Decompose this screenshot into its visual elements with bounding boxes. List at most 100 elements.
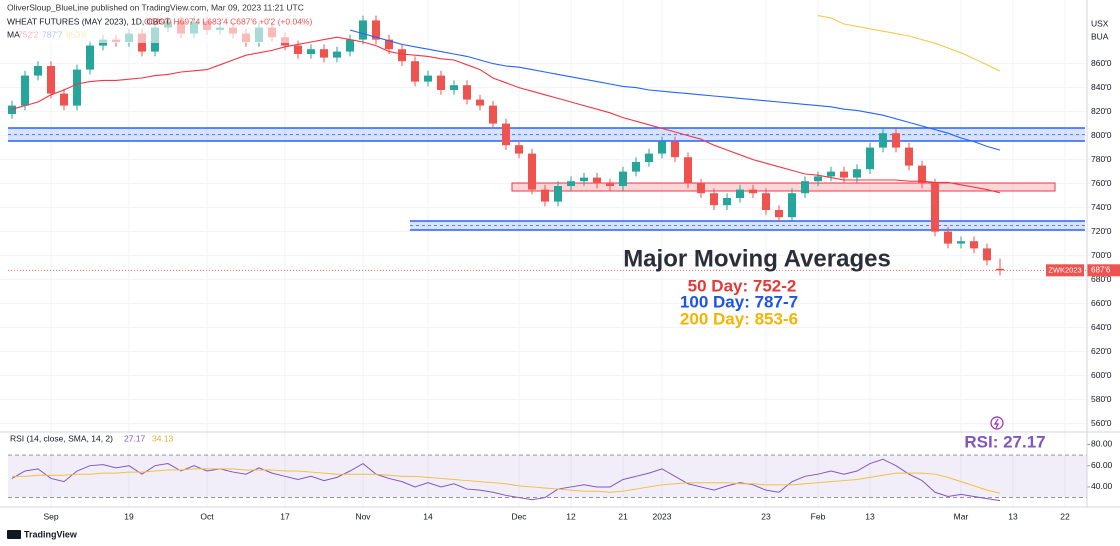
candle-body	[307, 49, 315, 54]
x-tick-label: 17	[280, 511, 290, 521]
candle-body	[8, 105, 16, 114]
candle-body	[320, 49, 328, 58]
candle-body	[359, 20, 367, 40]
y-tick-label: 740'0	[1091, 202, 1112, 212]
resistance-zone	[511, 182, 1056, 192]
candle-body	[47, 66, 55, 94]
x-tick-label: 19	[124, 511, 134, 521]
footer: TradingView	[24, 529, 78, 539]
price-tag-value-bg	[1087, 264, 1120, 277]
y-tick-label: 660'0	[1091, 298, 1112, 308]
y-tick-label: 760'0	[1091, 178, 1112, 188]
candle-body	[346, 39, 354, 52]
price-tag-bg	[1046, 264, 1084, 277]
candle-body	[34, 66, 42, 76]
candle-body	[541, 189, 549, 202]
rsi-line	[12, 468, 1001, 494]
y-tick-label: 800'0	[1091, 130, 1112, 140]
candle-body	[762, 193, 770, 210]
candle-body	[957, 241, 965, 244]
x-tick-label: Nov	[355, 511, 371, 521]
candle-body	[944, 231, 952, 244]
price-tag-value: 687'6	[1091, 265, 1111, 274]
x-tick-label: Sep	[43, 511, 58, 521]
candle-body	[723, 198, 731, 206]
ohlc: O689'0 H697'4 L683'4 C687'6 +0'2 (+0.04%…	[144, 16, 312, 26]
candle-body	[840, 171, 848, 178]
x-tick-label: 23	[761, 511, 771, 521]
candle-body	[619, 171, 627, 186]
rsi-line	[11, 458, 1001, 502]
y-tick-label: 640'0	[1091, 322, 1112, 332]
candle-body	[580, 177, 588, 182]
candle-body	[970, 241, 978, 249]
candle-body	[892, 133, 900, 148]
y-tick-label: 680'0	[1091, 274, 1112, 284]
price-tag-symbol: ZWK2023	[1048, 265, 1081, 274]
candle-body	[736, 189, 744, 198]
candle-body	[710, 193, 718, 206]
y-tick-label: 600'0	[1091, 370, 1112, 380]
x-tick-label: Mar	[954, 511, 969, 521]
candle-body	[905, 147, 913, 166]
publisher: OliverSloup_BlueLine published on Tradin…	[7, 2, 304, 12]
candle-body	[593, 177, 601, 184]
y-tick-label: 860'0	[1091, 58, 1112, 68]
candle-body	[814, 176, 822, 182]
candle-body	[853, 169, 861, 178]
x-tick-label: 12	[566, 511, 576, 521]
candle-body	[21, 75, 29, 106]
candle-body	[827, 171, 835, 177]
rsi-band	[8, 455, 1087, 498]
rsi-title: RSI (14, close, SMA, 14, 2)	[10, 433, 113, 443]
candle-body	[60, 93, 68, 106]
rsi-ma-value: 34.13	[152, 433, 174, 443]
candle-body	[606, 183, 614, 186]
y-tick-label: 720'0	[1091, 226, 1112, 236]
symbol-title: WHEAT FUTURES (MAY 2023), 1D, CBOT	[7, 16, 170, 26]
x-tick-label: 13	[1008, 511, 1018, 521]
ma-legend-title: MA	[7, 29, 20, 39]
x-tick-label: 2023	[653, 511, 672, 521]
candle-body	[671, 141, 679, 158]
moving-average	[349, 29, 1001, 151]
candle-body	[476, 99, 484, 106]
annotation-ma100: 100 Day: 787-7	[680, 292, 798, 311]
moving-average	[817, 15, 1001, 72]
candle-body	[294, 45, 302, 54]
y-tick-label: 560'0	[1091, 418, 1112, 428]
candle-body	[424, 75, 432, 82]
rsi-tick-label: 60.00	[1091, 460, 1113, 470]
candle-body	[645, 153, 653, 162]
x-tick-label: Feb	[811, 511, 826, 521]
y-tick-label: 700'0	[1091, 250, 1112, 260]
y-tick-label: 780'0	[1091, 154, 1112, 164]
candle-body	[515, 145, 523, 154]
candle-body	[86, 45, 94, 70]
candle-body	[385, 39, 393, 50]
candle-body	[684, 157, 692, 184]
candle-body	[411, 61, 419, 82]
background	[0, 0, 1090, 507]
y-tick-label: 820'0	[1091, 106, 1112, 116]
candle-body	[918, 165, 926, 184]
axis-unit: USX	[1091, 18, 1109, 28]
annotation-ma50: 50 Day: 752-2	[688, 276, 797, 295]
x-tick-label: 13	[865, 511, 875, 521]
candle-body	[801, 181, 809, 194]
x-tick-label: 22	[1060, 511, 1070, 521]
candle-body	[398, 49, 406, 62]
candle-body	[866, 147, 874, 170]
candle-body	[879, 133, 887, 148]
logo	[7, 530, 21, 539]
candle-body	[489, 105, 497, 124]
rsi-value: 27.17	[124, 433, 146, 443]
candle-body	[788, 193, 796, 218]
axis-unit: BUA	[1091, 31, 1109, 41]
alert-icon	[990, 416, 1004, 430]
candle-body	[372, 20, 380, 40]
candle-body	[658, 141, 666, 154]
rsi-tick-label: 80.00	[1091, 439, 1113, 449]
candle-body	[528, 153, 536, 190]
